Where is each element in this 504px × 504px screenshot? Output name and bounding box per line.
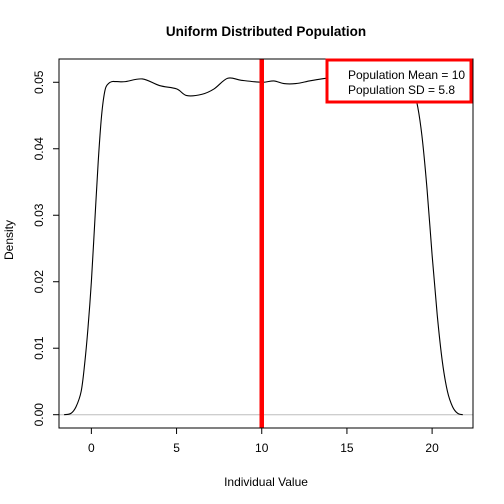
x-tick-label: 10	[255, 441, 269, 455]
x-axis: 0 5 10 15 20	[88, 427, 439, 455]
y-tick-label: 0.00	[32, 403, 46, 427]
plot-frame	[58, 58, 474, 429]
chart-title: Uniform Distributed Population	[166, 24, 366, 39]
x-tick-label: 20	[425, 441, 439, 455]
legend-box	[325, 58, 473, 104]
y-tick-label: 0.03	[32, 203, 46, 227]
x-axis-label: Individual Value	[224, 475, 308, 489]
legend: Population Mean = 10 Population SD = 5.8	[325, 58, 473, 104]
y-tick-label: 0.01	[32, 336, 46, 360]
legend-entry-mean: Population Mean = 10	[348, 68, 465, 82]
y-axis: 0.00 0.01 0.02 0.03 0.04 0.05	[32, 70, 60, 427]
x-tick-label: 5	[173, 441, 180, 455]
y-tick-label: 0.05	[32, 70, 46, 94]
y-tick-label: 0.04	[32, 137, 46, 161]
y-tick-label: 0.02	[32, 270, 46, 294]
y-axis-label: Density	[2, 220, 16, 260]
density-curve	[64, 75, 463, 416]
x-tick-label: 0	[88, 441, 95, 455]
legend-entry-sd: Population SD = 5.8	[348, 83, 455, 97]
x-tick-label: 15	[340, 441, 354, 455]
